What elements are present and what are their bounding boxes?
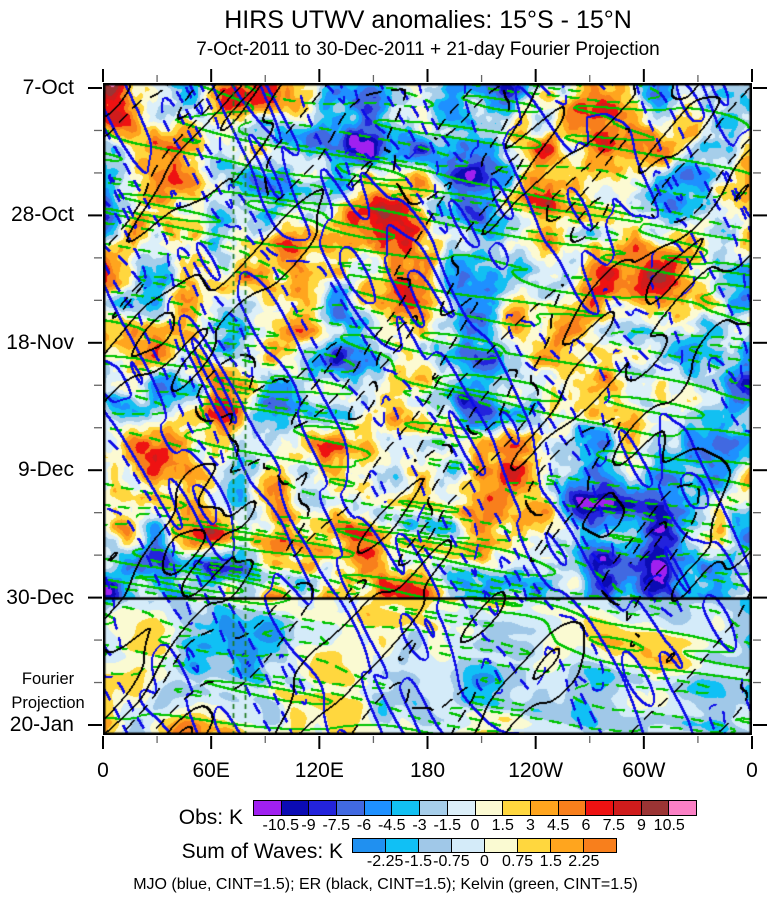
colorbar-cell (668, 801, 696, 815)
sum-of-waves-colorbar (352, 838, 617, 853)
chart-subtitle: 7-Oct-2011 to 30-Dec-2011 + 21-day Fouri… (196, 39, 660, 60)
colorbar-tick-label: -9 (301, 817, 316, 834)
x-tick-label: 60E (192, 759, 230, 782)
colorbar-tick-label: 2.25 (568, 853, 600, 870)
colorbar-cell (529, 801, 558, 815)
colorbar-tick-label: 1.5 (491, 817, 514, 834)
colorbar-tick-label: -7.5 (322, 817, 351, 834)
chart-title: HIRS UTWV anomalies: 15°S - 15°N (224, 6, 632, 34)
y-tick-label: 7-Oct (22, 76, 74, 99)
colorbar-tick-label: 0 (470, 817, 480, 834)
colorbar-cell (502, 801, 530, 815)
colorbar-cell (451, 839, 484, 852)
colorbar-cell (612, 801, 641, 815)
colorbar-cell (585, 801, 613, 815)
colorbar-tick-label: -0.75 (433, 853, 470, 870)
sum-of-waves-colorbar-label: Sum of Waves: K (181, 840, 343, 863)
colorbar-cell (254, 801, 281, 815)
colorbar-tick-label: -1.5 (433, 817, 462, 834)
colorbar-tick-label: 10.5 (653, 817, 685, 834)
fourier-annotation-line2: Projection (11, 694, 85, 712)
colorbar-cell (474, 801, 503, 815)
colorbar-tick-label: 3 (526, 817, 535, 834)
colorbar-tick-label: -4.5 (377, 817, 406, 834)
colorbar-tick-label: 7.5 (602, 817, 625, 834)
colorbar-cell (446, 801, 475, 815)
sum-of-waves-colorbar-tick-labels: -2.25 -1.5 -0.75 0 0.75 1.5 2.25 (352, 853, 617, 871)
colorbar-tick-label: -10.5 (262, 817, 299, 834)
colorbar-cell (557, 801, 586, 815)
x-tick-label: 60W (622, 759, 666, 782)
colorbar-cell (336, 801, 364, 815)
colorbar-tick-label: -1.5 (404, 853, 433, 870)
colorbar-cell (308, 801, 337, 815)
x-tick-label: 120W (508, 759, 564, 782)
colorbar-tick-label: -6 (356, 817, 372, 834)
obs-colorbar-tick-labels: -10.5 -9 -7.5 -6 -4.5 -3 -1.5 0 1.5 3 4.5 6 7.5 9 10.5 (253, 817, 697, 835)
y-tick-label: 20-Jan (9, 713, 74, 736)
colorbar-tick-label: -3 (412, 817, 427, 834)
colorbar-cell (419, 801, 447, 815)
x-tick-label: 120E (294, 759, 344, 782)
colorbar-cell (550, 839, 583, 852)
colorbar-tick-label: -2.25 (366, 853, 404, 870)
contour-legend-caption: MJO (blue, CINT=1.5); ER (black, CINT=1.… (133, 876, 638, 893)
colorbar-cell (280, 801, 309, 815)
colorbar-tick-label: 1.5 (539, 853, 562, 870)
colorbar-cell (391, 801, 420, 815)
obs-colorbar-label: Obs: K (178, 806, 243, 829)
fourier-projection-annotation: Fourier Projection (0, 667, 96, 715)
colorbar-cell (484, 839, 517, 852)
colorbar-cell (363, 801, 392, 815)
colorbar-tick-label: 4.5 (547, 817, 570, 834)
fourier-annotation-line1: Fourier (21, 670, 75, 688)
y-tick-label: 9-Dec (17, 458, 74, 482)
colorbar-cell (517, 839, 550, 852)
y-tick-label: 18-Nov (6, 330, 74, 354)
x-tick-label: 0 (746, 759, 758, 782)
colorbar-cell (353, 839, 385, 852)
colorbar-tick-label: 6 (581, 817, 591, 834)
obs-colorbar (253, 800, 697, 816)
y-tick-label: 30-Dec (6, 585, 74, 609)
colorbar-cell (640, 801, 669, 815)
colorbar-tick-label: 0 (480, 853, 489, 870)
colorbar-tick-label: 9 (637, 817, 646, 834)
y-tick-label: 28-Oct (10, 203, 74, 227)
colorbar-tick-label: 0.75 (502, 853, 534, 870)
x-tick-label: 180 (409, 759, 446, 782)
x-tick-label: 0 (97, 759, 109, 782)
colorbar-cell (583, 839, 616, 852)
hovmoller-plot-canvas (103, 83, 752, 735)
colorbar-cell (385, 839, 418, 852)
colorbar-cell (418, 839, 451, 852)
